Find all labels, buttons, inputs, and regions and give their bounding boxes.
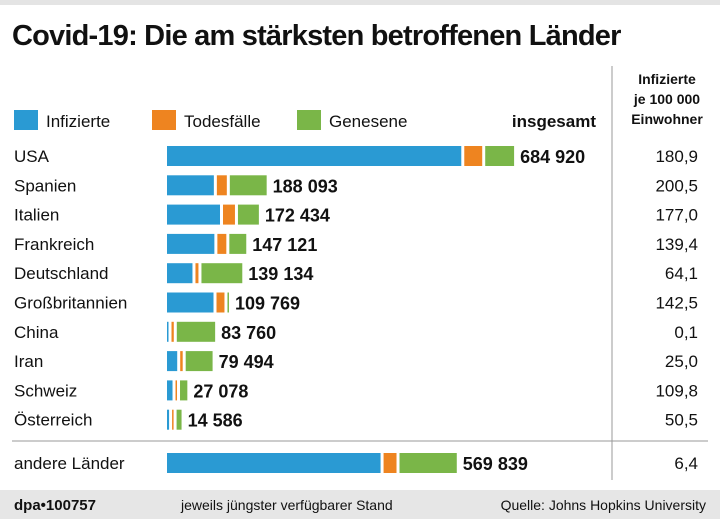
total-label: 27 078 [193,381,248,401]
category-label: Schweiz [14,381,77,400]
per100k-label: 109,8 [655,381,698,400]
bar-segment-genesene [399,453,457,473]
total-label: 14 586 [188,411,243,431]
bar-segment-todesfälle [180,351,183,372]
bar-segment-todesfälle [383,453,397,473]
per100k-label: 142,5 [655,294,698,313]
bar-segment-infizierte [167,351,178,372]
per100k-label: 0,1 [674,323,698,342]
per100k-label: 64,1 [665,264,698,283]
bar-segment-infizierte [167,263,193,284]
total-label: 79 494 [219,352,274,372]
bar-segment-genesene [229,175,267,196]
per100k-header-line: Einwohner [631,111,703,127]
category-label: Österreich [14,411,92,430]
total-label: 109 769 [235,294,300,314]
bar-segment-todesfälle [216,292,225,313]
bar-segment-todesfälle [175,380,178,401]
total-label: 83 760 [221,323,276,343]
per100k-label: 200,5 [655,176,698,195]
bar-segment-genesene [176,321,216,342]
per100k-label: 25,0 [665,352,698,371]
category-label: Großbritannien [14,294,127,313]
per100k-label: 50,5 [665,411,698,430]
category-label: Frankreich [14,235,94,254]
total-label: 684 920 [520,147,585,167]
per100k-header-line: je 100 000 [633,91,700,107]
category-label: Spanien [14,176,76,195]
per100k-label: 177,0 [655,206,698,225]
bar-segment-genesene [229,233,247,254]
total-label: 147 121 [252,235,317,255]
legend-label-1: Todesfälle [184,112,261,131]
bar-segment-todesfälle [172,409,174,430]
per100k-label: 6,4 [674,454,698,473]
bar-segment-genesene [176,409,182,430]
legend-swatch-1 [152,110,176,130]
total-header: insgesamt [512,112,596,131]
legend-swatch-0 [14,110,38,130]
per100k-header-line: Infizierte [638,71,696,87]
chart-title: Covid-19: Die am stärksten betroffenen L… [12,20,621,52]
total-label: 172 434 [265,206,330,226]
footer: dpa•100757 jeweils jüngster verfügbarer … [0,490,720,519]
bar-segment-genesene [180,380,188,401]
total-label: 139 134 [248,264,313,284]
bar-segment-infizierte [167,233,215,254]
total-label: 569 839 [463,454,528,474]
per100k-label: 180,9 [655,147,698,166]
bar-segment-infizierte [167,292,214,313]
footer-note: jeweils jüngster verfügbarer Stand [181,497,393,513]
bar-segment-infizierte [167,204,221,225]
bar-segment-todesfälle [195,263,199,284]
bar-segment-genesene [237,204,259,225]
bar-segment-infizierte [167,175,214,196]
category-label: Italien [14,206,59,225]
bar-segment-genesene [227,292,229,313]
bar-segment-genesene [485,146,515,166]
category-label: Deutschland [14,264,109,283]
bar-segment-infizierte [167,380,173,401]
category-label: USA [14,147,50,166]
bar-segment-infizierte [167,453,381,473]
bar-segment-todesfälle [217,233,227,254]
bar-segment-todesfälle [223,204,235,225]
category-label: China [14,323,59,342]
category-label: andere Länder [14,454,125,473]
bar-segment-genesene [201,263,243,284]
bar-segment-genesene [185,351,213,372]
top-strip [0,0,720,5]
per100k-label: 139,4 [655,235,698,254]
bar-segment-todesfälle [216,175,227,196]
legend-label-0: Infizierte [46,112,110,131]
bar-segment-infizierte [167,409,170,430]
legend-label-2: Genesene [329,112,407,131]
dpa-id: dpa•100757 [14,497,96,514]
bar-segment-infizierte [167,321,169,342]
category-label: Iran [14,352,43,371]
footer-source: Quelle: Johns Hopkins University [500,497,706,513]
legend-swatch-2 [297,110,321,130]
bar-segment-todesfälle [464,146,483,166]
total-label: 188 093 [273,176,338,196]
bar-segment-infizierte [167,146,462,166]
bar-segment-todesfälle [171,321,174,342]
